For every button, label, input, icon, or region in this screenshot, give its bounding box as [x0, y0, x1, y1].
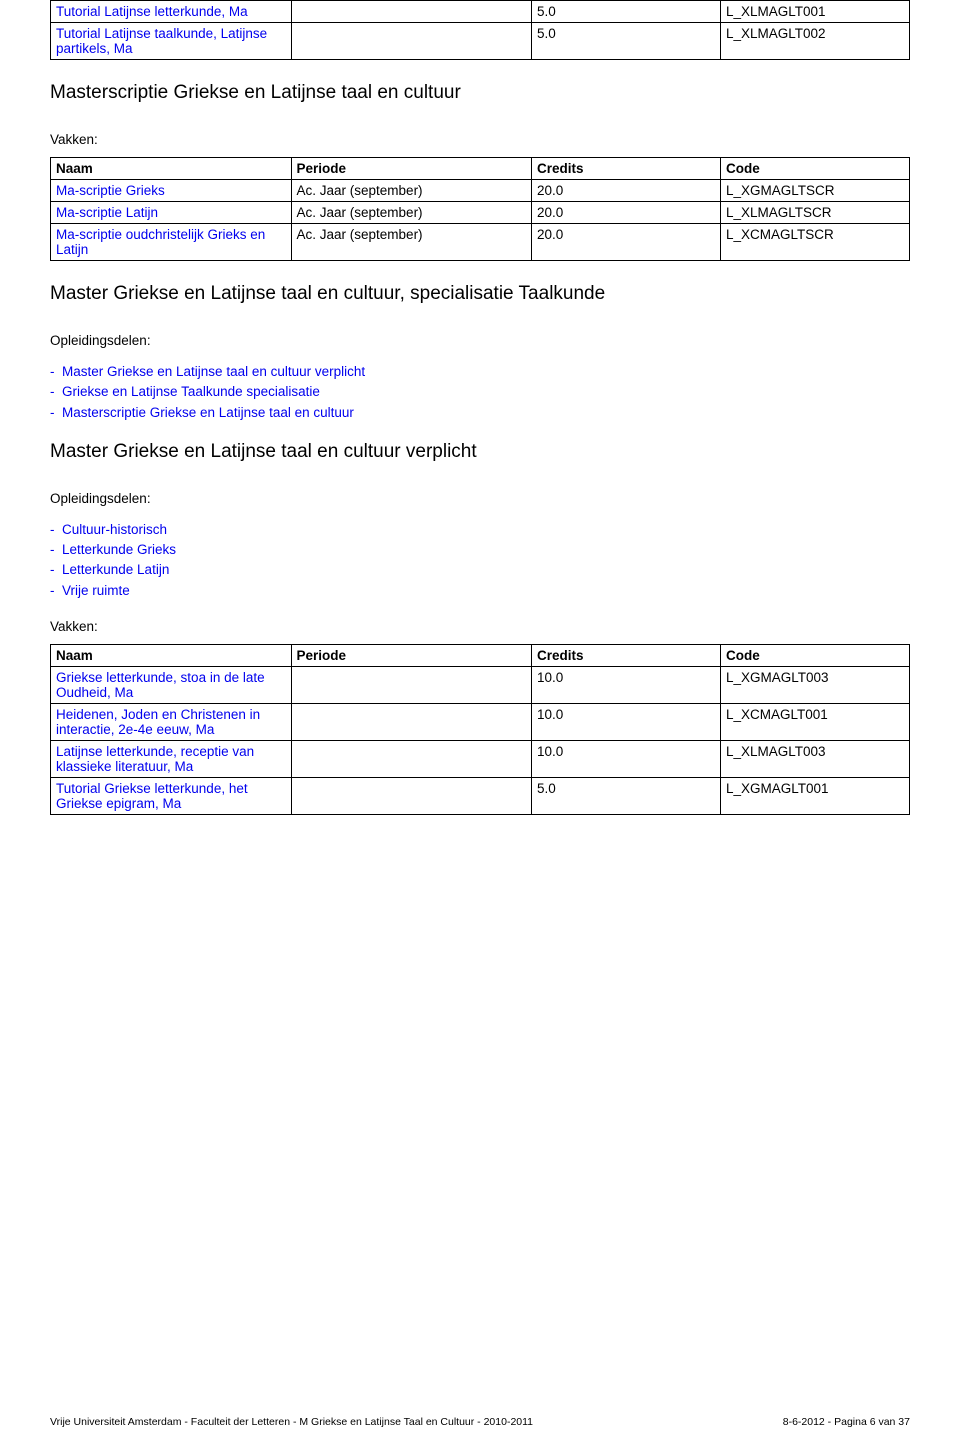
- list-item[interactable]: Griekse en Latijnse Taalkunde specialisa…: [50, 382, 910, 402]
- cell-credits: 5.0: [532, 1, 721, 23]
- footer-left: Vrije Universiteit Amsterdam - Faculteit…: [50, 1416, 533, 1428]
- header-naam: Naam: [51, 158, 292, 180]
- cell-credits: 20.0: [532, 224, 721, 261]
- header-periode: Periode: [291, 644, 532, 666]
- section3-list: Cultuur-historischLetterkunde GrieksLett…: [50, 520, 910, 601]
- cell-periode: [291, 23, 532, 60]
- cell-periode: Ac. Jaar (september): [291, 202, 532, 224]
- cell-credits: 5.0: [532, 23, 721, 60]
- table-row: Latijnse letterkunde, receptie van klass…: [51, 740, 910, 777]
- cell-naam: Latijnse letterkunde, receptie van klass…: [51, 740, 292, 777]
- course-link[interactable]: Ma-scriptie Grieks: [56, 183, 165, 198]
- cell-naam: Ma-scriptie Latijn: [51, 202, 292, 224]
- cell-naam: Ma-scriptie oudchristelijk Grieks en Lat…: [51, 224, 292, 261]
- footer-right: 8-6-2012 - Pagina 6 van 37: [783, 1416, 910, 1428]
- course-link[interactable]: Tutorial Griekse letterkunde, het Grieks…: [56, 781, 248, 811]
- cell-credits: 20.0: [532, 180, 721, 202]
- list-item[interactable]: Vrije ruimte: [50, 581, 910, 601]
- top-table: Tutorial Latijnse letterkunde, Ma 5.0L_XL…: [50, 0, 910, 60]
- section3-header-row: Naam Periode Credits Code: [51, 644, 910, 666]
- cell-naam: Tutorial Latijnse taalkunde, Latijnse pa…: [51, 23, 292, 60]
- section3-title: Master Griekse en Latijnse taal en cultu…: [50, 441, 910, 463]
- list-item[interactable]: Cultuur-historisch: [50, 520, 910, 540]
- header-code: Code: [721, 644, 910, 666]
- cell-code: L_XGMAGLT003: [721, 666, 910, 703]
- cell-credits: 10.0: [532, 740, 721, 777]
- course-link[interactable]: Tutorial Latijnse letterkunde, Ma: [56, 4, 248, 19]
- list-item[interactable]: Master Griekse en Latijnse taal en cultu…: [50, 362, 910, 382]
- course-link[interactable]: Tutorial Latijnse taalkunde, Latijnse pa…: [56, 26, 267, 56]
- section2-list: Master Griekse en Latijnse taal en cultu…: [50, 362, 910, 423]
- course-link[interactable]: Griekse letterkunde, stoa in de late Oud…: [56, 670, 265, 700]
- section3-opleiding-label: Opleidingsdelen:: [50, 491, 910, 506]
- header-periode: Periode: [291, 158, 532, 180]
- cell-code: L_XLMAGLT001: [721, 1, 910, 23]
- cell-periode: [291, 666, 532, 703]
- table-row: Tutorial Griekse letterkunde, het Grieks…: [51, 777, 910, 814]
- cell-code: L_XGMAGLT001: [721, 777, 910, 814]
- cell-credits: 10.0: [532, 703, 721, 740]
- section3-vakken-label: Vakken:: [50, 619, 910, 634]
- section2-opleiding-label: Opleidingsdelen:: [50, 333, 910, 348]
- table-row: Ma-scriptie Grieks Ac. Jaar (september)20…: [51, 180, 910, 202]
- cell-periode: Ac. Jaar (september): [291, 180, 532, 202]
- cell-code: L_XCMAGLT001: [721, 703, 910, 740]
- cell-code: L_XGMAGLTSCR: [721, 180, 910, 202]
- list-item[interactable]: Letterkunde Latijn: [50, 560, 910, 580]
- footer: Vrije Universiteit Amsterdam - Faculteit…: [50, 1416, 910, 1428]
- header-naam: Naam: [51, 644, 292, 666]
- cell-periode: [291, 703, 532, 740]
- cell-code: L_XLMAGLT002: [721, 23, 910, 60]
- section3-table: Naam Periode Credits Code Griekse letter…: [50, 644, 910, 815]
- table-row: Heidenen, Joden en Christenen in interac…: [51, 703, 910, 740]
- course-link[interactable]: Latijnse letterkunde, receptie van klass…: [56, 744, 254, 774]
- top-table-body: Tutorial Latijnse letterkunde, Ma 5.0L_XL…: [51, 1, 910, 60]
- cell-code: L_XLMAGLT003: [721, 740, 910, 777]
- table-row: Ma-scriptie Latijn Ac. Jaar (september)20…: [51, 202, 910, 224]
- cell-code: L_XCMAGLTSCR: [721, 224, 910, 261]
- table-row: Griekse letterkunde, stoa in de late Oud…: [51, 666, 910, 703]
- section2-title: Master Griekse en Latijnse taal en cultu…: [50, 283, 910, 305]
- cell-naam: Tutorial Griekse letterkunde, het Grieks…: [51, 777, 292, 814]
- course-link[interactable]: Heidenen, Joden en Christenen in interac…: [56, 707, 260, 737]
- list-item[interactable]: Letterkunde Grieks: [50, 540, 910, 560]
- cell-credits: 10.0: [532, 666, 721, 703]
- cell-periode: [291, 740, 532, 777]
- section1-header-row: Naam Periode Credits Code: [51, 158, 910, 180]
- table-row: Ma-scriptie oudchristelijk Grieks en Lat…: [51, 224, 910, 261]
- cell-periode: Ac. Jaar (september): [291, 224, 532, 261]
- section3-table-body: Griekse letterkunde, stoa in de late Oud…: [51, 666, 910, 814]
- table-row: Tutorial Latijnse letterkunde, Ma 5.0L_XL…: [51, 1, 910, 23]
- course-link[interactable]: Ma-scriptie Latijn: [56, 205, 158, 220]
- cell-periode: [291, 777, 532, 814]
- header-code: Code: [721, 158, 910, 180]
- section1-table: Naam Periode Credits Code Ma-scriptie Gr…: [50, 157, 910, 261]
- section1-table-body: Ma-scriptie Grieks Ac. Jaar (september)20…: [51, 180, 910, 261]
- cell-credits: 20.0: [532, 202, 721, 224]
- course-link[interactable]: Ma-scriptie oudchristelijk Grieks en Lat…: [56, 227, 265, 257]
- cell-credits: 5.0: [532, 777, 721, 814]
- cell-code: L_XLMAGLTSCR: [721, 202, 910, 224]
- cell-naam: Heidenen, Joden en Christenen in interac…: [51, 703, 292, 740]
- section1-vakken-label: Vakken:: [50, 132, 910, 147]
- cell-naam: Tutorial Latijnse letterkunde, Ma: [51, 1, 292, 23]
- header-credits: Credits: [532, 644, 721, 666]
- header-credits: Credits: [532, 158, 721, 180]
- table-row: Tutorial Latijnse taalkunde, Latijnse pa…: [51, 23, 910, 60]
- cell-naam: Ma-scriptie Grieks: [51, 180, 292, 202]
- cell-naam: Griekse letterkunde, stoa in de late Oud…: [51, 666, 292, 703]
- cell-periode: [291, 1, 532, 23]
- list-item[interactable]: Masterscriptie Griekse en Latijnse taal …: [50, 403, 910, 423]
- section1-title: Masterscriptie Griekse en Latijnse taal …: [50, 82, 910, 104]
